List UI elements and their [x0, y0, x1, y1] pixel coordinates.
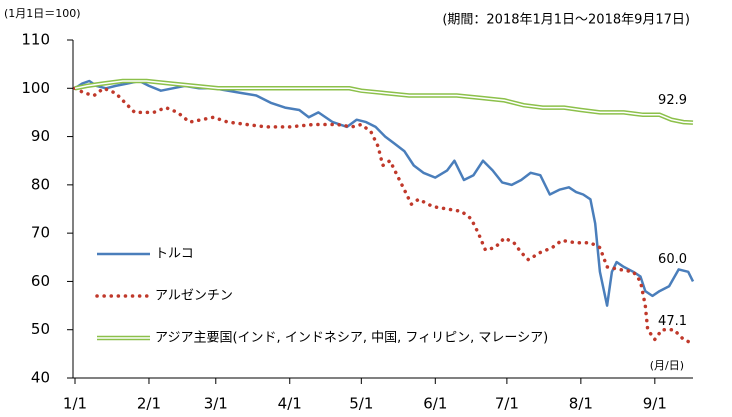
y-tick-label: 60 [31, 272, 50, 290]
y-tick-label: 40 [31, 369, 50, 387]
legend-label: アルゼンチン [155, 289, 233, 304]
unit-note: (月/日) [650, 359, 684, 372]
legend-label: アジア主要国(インド, インドネシア, 中国, フィリピン, マレーシア) [155, 331, 548, 346]
x-tick-label: 4/1 [278, 395, 302, 413]
y-tick-label: 90 [31, 127, 50, 145]
series-line [74, 78, 694, 125]
x-tick-label: 5/1 [349, 395, 373, 413]
end-label: 47.1 [658, 314, 687, 329]
period-note: (期間：2018年1月1日～2018年9月17日) [442, 13, 690, 28]
x-tick-label: 8/1 [569, 395, 593, 413]
y-tick-label: 100 [21, 79, 50, 97]
x-tick-label: 2/1 [137, 395, 161, 413]
end-label: 60.0 [658, 252, 687, 267]
x-tick-label: 1/1 [63, 395, 87, 413]
x-tick-label: 3/1 [204, 395, 228, 413]
x-tick-label: 6/1 [423, 395, 447, 413]
end-label: 92.9 [658, 93, 687, 108]
y-tick-label: 50 [31, 320, 50, 338]
x-tick-label: 9/1 [643, 395, 667, 413]
y-tick-label: 80 [31, 175, 50, 193]
series-line [74, 79, 695, 307]
x-tick-label: 7/1 [495, 395, 519, 413]
y-tick-label: 70 [31, 224, 50, 242]
legend-label: トルコ [155, 247, 194, 262]
subtitle: (1月1日＝100) [4, 7, 81, 20]
series-line-inner [74, 80, 694, 124]
series-line [73, 86, 695, 346]
y-tick-label: 110 [21, 31, 50, 49]
